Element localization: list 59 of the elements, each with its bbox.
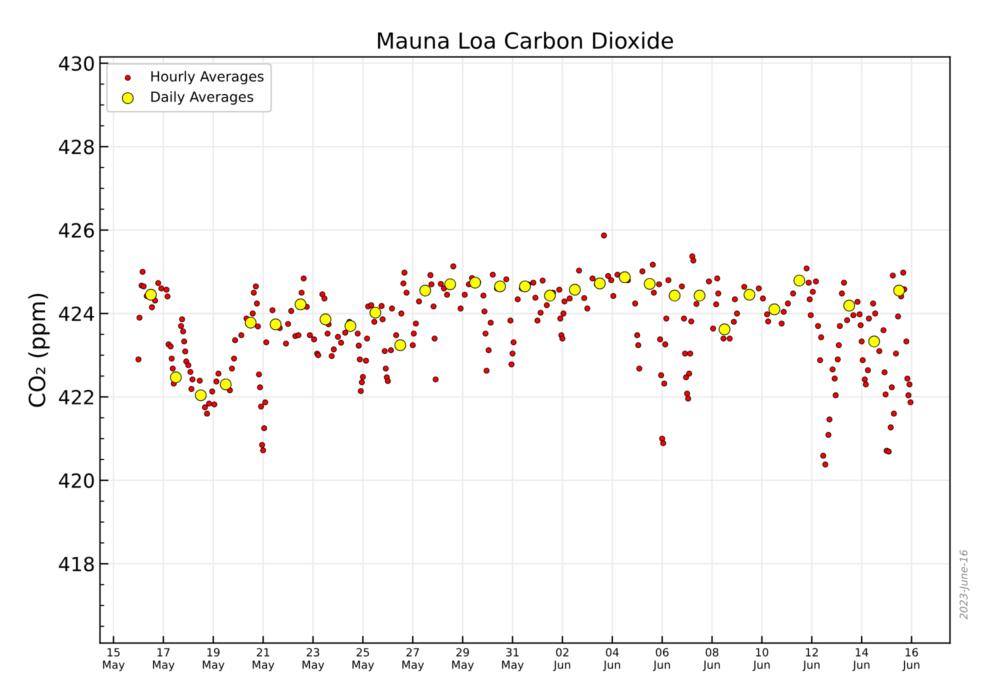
- x-tick-label: 17 May: [152, 648, 175, 672]
- x-tick-label: 29 May: [452, 648, 474, 672]
- y-axis-title: CO₂ (ppm): [28, 294, 50, 407]
- y-tick-label: 418: [58, 556, 94, 572]
- point: [768, 304, 780, 316]
- point: [794, 274, 806, 286]
- y-tick-label: 424: [58, 306, 94, 321]
- point: [170, 372, 182, 384]
- y-tick-label: 420: [58, 473, 94, 488]
- legend-label: Hourly Averages: [151, 70, 264, 84]
- point: [320, 314, 332, 326]
- point: [469, 276, 481, 288]
- point: [344, 320, 356, 332]
- x-tick-label: 08 Jun: [702, 648, 720, 671]
- point: [744, 288, 756, 301]
- x-tick-label: 10 Jun: [752, 648, 770, 671]
- point: [419, 284, 432, 296]
- point: [370, 306, 382, 318]
- x-tick-label: 21 May: [252, 648, 274, 672]
- x-tick-label: 12 Jun: [802, 648, 820, 671]
- point: [644, 278, 656, 290]
- point: [220, 378, 232, 390]
- x-tick-label: 15 May: [103, 648, 125, 672]
- x-tick-label: 06 Jun: [652, 648, 670, 671]
- point: [569, 284, 581, 296]
- point: [244, 316, 256, 328]
- point: [668, 290, 680, 302]
- point: [444, 278, 456, 290]
- point: [868, 336, 880, 348]
- x-tick-label: 19 May: [202, 648, 224, 672]
- legend-label: Daily Averages: [151, 91, 254, 105]
- point: [494, 280, 506, 292]
- point: [893, 284, 905, 296]
- point: [294, 298, 306, 310]
- y-tick-label: 430: [58, 56, 94, 71]
- chart-title: Mauna Loa Carbon Dioxide: [378, 32, 673, 49]
- point: [594, 278, 606, 290]
- point: [544, 290, 556, 302]
- x-tick-label: 02 Jun: [553, 648, 570, 671]
- point: [194, 389, 207, 402]
- point: [145, 288, 157, 301]
- point: [843, 300, 856, 312]
- point: [694, 290, 706, 302]
- y-tick-label: 428: [58, 140, 94, 154]
- x-tick-label: 04 Jun: [603, 648, 620, 671]
- x-tick-label: 25 May: [352, 648, 374, 672]
- point: [618, 271, 631, 284]
- x-tick-label: 27 May: [402, 648, 424, 672]
- point: [270, 318, 282, 330]
- point: [394, 339, 406, 352]
- y-tick-label: 422: [58, 390, 94, 404]
- x-tick-label: 16 Jun: [902, 648, 920, 671]
- point: [718, 324, 730, 336]
- x-tick-label: 14 Jun: [852, 648, 870, 671]
- y-tick-label: 426: [58, 223, 94, 238]
- text: 2023-June-16: [960, 550, 970, 620]
- x-tick-label: 23 May: [302, 648, 324, 672]
- point: [519, 280, 531, 292]
- x-tick-label: 31 May: [502, 648, 524, 672]
